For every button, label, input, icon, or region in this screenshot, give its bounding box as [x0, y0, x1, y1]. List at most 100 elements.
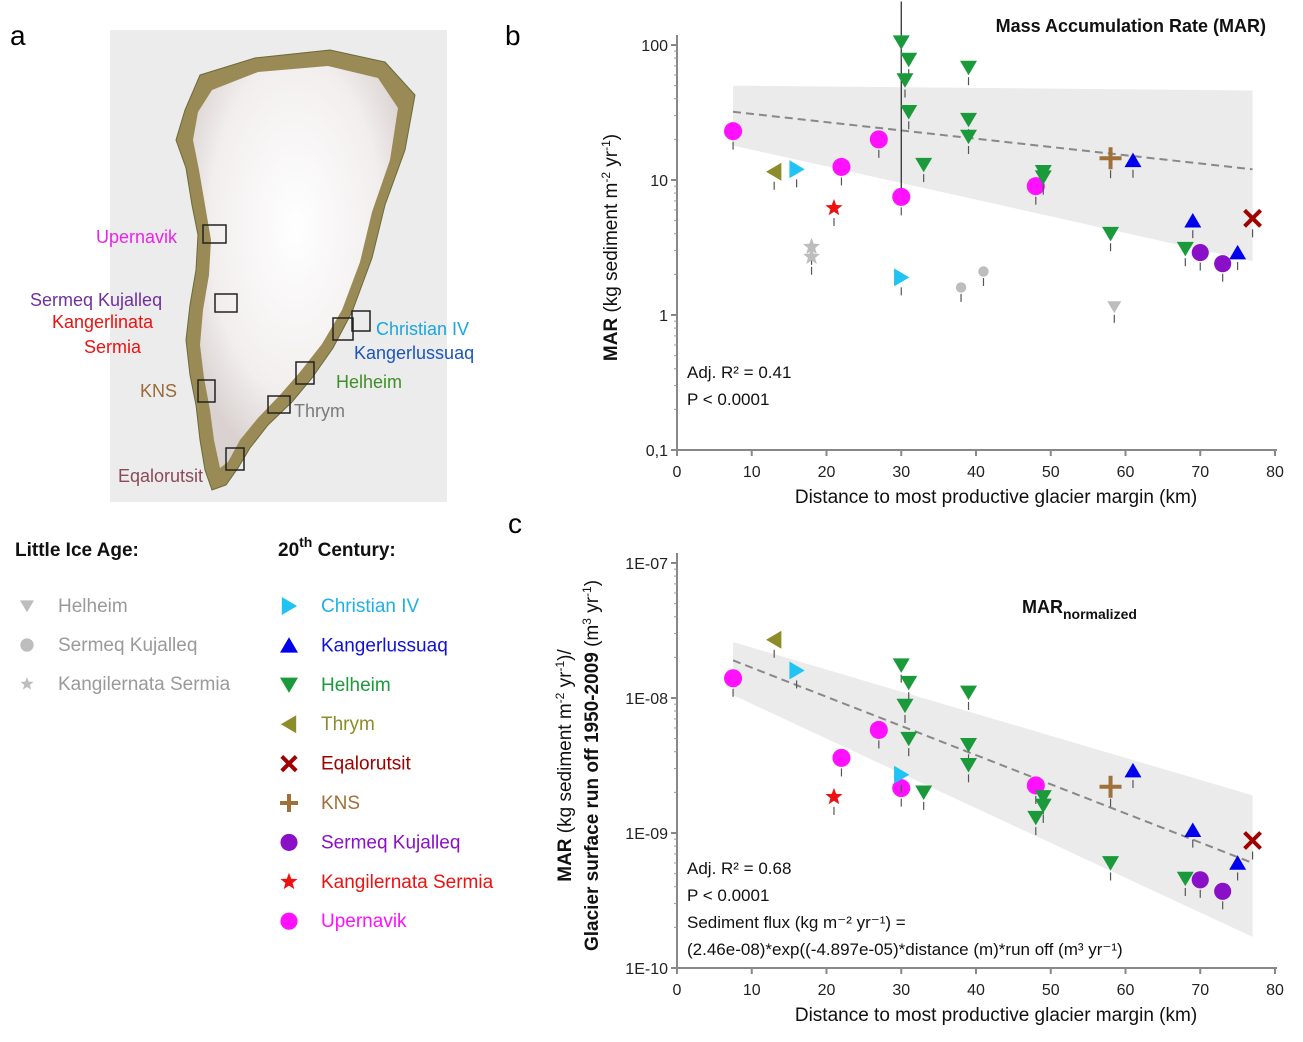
x-tick-label: 60 [1117, 982, 1135, 999]
point-eqalorutsit [1243, 831, 1262, 850]
point-upernavik [892, 187, 911, 206]
point-upernavik [724, 669, 743, 688]
y-axis-label: MAR (kg sediment m-2 yr-1) [599, 134, 622, 361]
box-kangerlussuaq [332, 317, 354, 341]
point-thrym [766, 630, 782, 649]
legend-lia-label-helheim: Helheim [58, 596, 128, 617]
legend-20th-marker-kns [280, 794, 298, 812]
point-christian-iv [894, 268, 910, 287]
legend-20th-label-eqalorutsit: Eqalorutsit [321, 754, 411, 775]
map-label-sermeq-kujalleq: Sermeq Kujalleq [30, 290, 162, 310]
x-tick-label: 40 [967, 464, 985, 481]
legend-20th-marker-kangilernata-sermia [280, 872, 298, 890]
point-helheim [892, 658, 910, 673]
point-upernavik [869, 720, 888, 739]
y-tick-label: 1E-08 [625, 691, 668, 708]
box-sermeq-kujalleq [214, 293, 238, 313]
stat-annotation: P < 0.0001 [687, 886, 769, 905]
x-tick-label: 0 [673, 464, 682, 481]
x-tick-label: 80 [1266, 982, 1284, 999]
x-tick-label: 20 [818, 982, 836, 999]
y-tick-label: 0,1 [646, 443, 668, 460]
legend-20th-marker-eqalorutsit [280, 754, 298, 773]
x-tick-label: 30 [892, 464, 910, 481]
chart-title: MARnormalized [1022, 597, 1137, 622]
stat-annotation: Adj. R² = 0.68 [687, 859, 791, 878]
point-helheim [960, 738, 978, 753]
x-axis-label: Distance to most productive glacier marg… [795, 487, 1197, 508]
point-sermeq-kujalleq [1191, 871, 1209, 889]
point-kangilernata-sermia-lia [802, 237, 821, 255]
legend-lia-marker-kangilernata-sermia [20, 677, 34, 690]
legend-20th-label-thrym: Thrym [321, 714, 375, 735]
box-helheim [295, 361, 315, 385]
legend-20th-label-helheim: Helheim [321, 675, 391, 696]
point-upernavik [832, 157, 851, 176]
point-helheim [1034, 798, 1052, 814]
legend-20th-marker-thrym [280, 715, 297, 734]
point-kangerlussuaq [1184, 212, 1202, 228]
point-kangerlussuaq [1229, 855, 1247, 870]
point-helheim [900, 731, 918, 747]
legend-20th-label-kangilernata-sermia: Kangilernata Sermia [321, 872, 494, 893]
point-helheim [900, 675, 918, 691]
map-label-christian-iv: Christian IV [376, 319, 469, 339]
legend-20th-marker-helheim [280, 677, 298, 693]
map-label-kangerlussuaq: Kangerlussuaq [354, 343, 474, 363]
legend-header-20th: 20th Century: [278, 534, 396, 561]
point-helheim [915, 785, 933, 801]
map-label-kns: KNS [140, 381, 177, 401]
point-sermeq-kujalleq-lia [978, 266, 989, 277]
point-upernavik [1026, 776, 1045, 795]
point-kangilernata-sermia [825, 787, 843, 805]
point-helheim [960, 129, 978, 145]
legend-20th-marker-kangerlussuaq [280, 637, 298, 653]
panel-label-a: a [10, 20, 26, 51]
point-helheim [960, 112, 978, 128]
y-axis-label-line1: MAR (kg sediment m-2 yr-1)/ [553, 649, 576, 882]
point-upernavik [869, 130, 888, 149]
stat-annotation: (2.46e-08)*exp((-4.897e-05)*distance (m)… [687, 940, 1123, 959]
point-helheim [1027, 810, 1045, 826]
chart-title: Mass Accumulation Rate (MAR) [996, 16, 1266, 36]
point-kangilernata-sermia [825, 199, 843, 216]
legend: Little Ice Age: 20th Century: Helheim Ser… [15, 534, 494, 932]
legend-20th-marker-sermeq-kujalleq [280, 833, 298, 851]
x-tick-label: 10 [743, 982, 761, 999]
legend-header-lia: Little Ice Age: [15, 540, 139, 561]
x-tick-label: 20 [818, 464, 836, 481]
legend-20th-marker-christian-iv [281, 597, 298, 615]
legend-20th-label-upernavik: Upernavik [321, 911, 407, 932]
point-kangerlussuaq [1184, 822, 1202, 837]
point-helheim [960, 60, 978, 76]
x-tick-label: 40 [967, 982, 985, 999]
x-tick-label: 70 [1191, 982, 1209, 999]
point-christian-iv [894, 765, 910, 784]
point-helheim [1034, 170, 1052, 185]
point-sermeq-kujalleq-lia [955, 282, 967, 293]
fit-line [732, 110, 1253, 171]
x-tick-label: 10 [743, 464, 761, 481]
point-helheim [896, 698, 914, 714]
x-axis-label: Distance to most productive glacier marg… [795, 1005, 1197, 1026]
legend-20th-marker-upernavik [280, 912, 298, 930]
y-tick-label: 1E-10 [625, 961, 668, 978]
point-kangerlussuaq [1124, 762, 1142, 778]
legend-lia-label-sermeq-kujalleq: Sermeq Kujalleq [58, 635, 197, 656]
point-helheim [960, 685, 978, 701]
map-label-sermia: Sermia [84, 337, 142, 357]
point-kns [1099, 147, 1122, 170]
site-boxes [197, 224, 371, 471]
x-tick-label: 50 [1042, 982, 1060, 999]
legend-20th-label-christian-iv: Christian IV [321, 596, 420, 617]
chart-b-mar: 0,1 1 10 100 0 10 20 30 40 50 60 70 80 Distance to mo… [599, 1, 1284, 508]
point-helheim [892, 35, 910, 50]
point-helheim [1034, 790, 1052, 805]
legend-lia-label-kangilernata-sermia: Kangilernata Sermia [58, 674, 231, 695]
box-thrym [267, 395, 291, 414]
y-tick-label: 10 [650, 173, 668, 190]
point-helheim [896, 73, 914, 88]
x-tick-label: 0 [673, 982, 682, 999]
